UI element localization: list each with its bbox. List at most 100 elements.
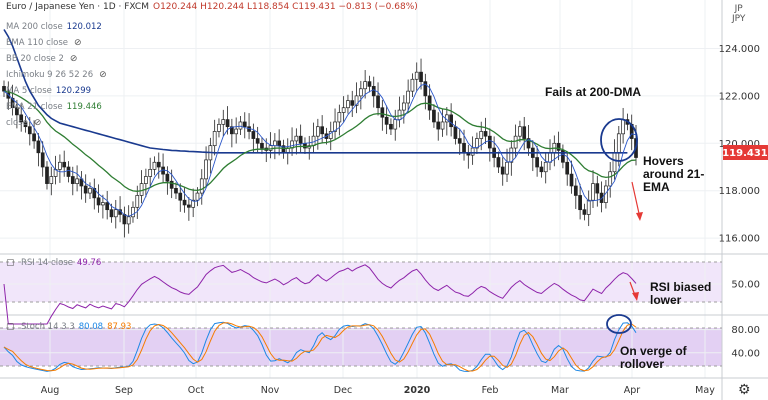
y-tick-label: 124.000 xyxy=(719,44,760,55)
legend-value: 120.012 xyxy=(66,22,102,32)
candle xyxy=(462,142,466,154)
candle xyxy=(479,131,484,139)
candle xyxy=(273,140,277,147)
candle xyxy=(311,135,316,147)
candle xyxy=(212,131,217,147)
ema21-line xyxy=(3,90,637,192)
stoch-annotation: On verge of rollover xyxy=(620,344,687,371)
y-tick-label: 40.00 xyxy=(731,348,760,359)
legend-row: close ⊘ xyxy=(6,115,110,131)
candle xyxy=(487,135,492,149)
candle xyxy=(621,119,625,135)
x-tick-label: Nov xyxy=(261,385,280,396)
price-tag xyxy=(723,145,768,160)
candle xyxy=(268,145,273,151)
candle xyxy=(604,185,608,203)
candle xyxy=(294,135,299,142)
candle xyxy=(88,188,92,194)
down-arrow xyxy=(631,181,641,219)
candle xyxy=(337,112,342,123)
highlight-ellipse xyxy=(600,118,638,162)
candle xyxy=(341,107,346,113)
x-tick-label: Dec xyxy=(334,385,352,396)
hidden-eye-icon[interactable]: ⊘ xyxy=(33,117,42,128)
y-tick-label: 116.000 xyxy=(719,234,760,245)
down-arrow-head xyxy=(636,212,643,221)
gear-icon[interactable]: ⚙ xyxy=(738,381,751,397)
candle xyxy=(105,202,110,211)
candle xyxy=(354,95,359,106)
x-tick-label: May xyxy=(695,385,715,396)
candle xyxy=(453,126,458,139)
legend-label: MA 200 close xyxy=(6,22,63,32)
candle xyxy=(389,123,393,130)
candle xyxy=(569,173,574,187)
chart-title: Euro / Japanese Yen · 1D · FXCM O120.244 … xyxy=(6,2,418,12)
candle xyxy=(199,178,204,194)
hidden-eye-icon[interactable]: ⊘ xyxy=(99,69,107,80)
rsi-legend-value: 49.76 xyxy=(76,258,102,268)
candle xyxy=(139,183,144,196)
candle xyxy=(616,133,621,154)
stoch-k-value: 80.08 xyxy=(78,322,104,332)
x-tick-label: Mar xyxy=(551,385,569,396)
x-tick-label: 2020 xyxy=(404,385,431,396)
candle xyxy=(113,209,118,218)
candle xyxy=(414,71,419,80)
legend-row: MA 200 close 120.012 xyxy=(6,19,110,35)
candle xyxy=(522,126,527,139)
x-tick-label: Apr xyxy=(624,385,641,396)
rsi-menu-icon[interactable]: ▢ xyxy=(6,257,15,268)
candle xyxy=(470,147,475,156)
legend-row: Ichimoku 9 26 52 26 ⊘ xyxy=(6,67,110,83)
candle xyxy=(45,166,49,184)
stoch-legend-label: Stoch 14 3 3 xyxy=(21,322,75,332)
candle xyxy=(440,121,445,130)
candle xyxy=(561,150,565,163)
candle xyxy=(242,121,247,128)
candle xyxy=(419,71,423,82)
x-tick-label: Feb xyxy=(482,385,499,396)
candle xyxy=(23,121,28,128)
legend-row: EMA 110 close ⊘ xyxy=(6,35,110,51)
candle xyxy=(380,107,385,118)
candle xyxy=(543,161,548,173)
candle xyxy=(178,192,183,201)
candle xyxy=(449,114,453,128)
candle xyxy=(333,121,337,132)
indicator-legend: MA 200 close 120.012 EMA 110 close ⊘ BB 20 c… xyxy=(6,19,110,131)
candle xyxy=(328,131,333,139)
ma5-line xyxy=(3,83,637,217)
candle xyxy=(191,199,196,208)
legend-value: 119.446 xyxy=(66,102,102,112)
ma200-line xyxy=(3,29,628,154)
y-tick-label: 122.000 xyxy=(719,91,760,102)
rsi-band xyxy=(0,262,722,302)
candle xyxy=(363,81,367,90)
candle xyxy=(526,138,531,149)
stoch-menu-icon[interactable]: ▢ xyxy=(6,321,15,332)
candle xyxy=(251,131,256,139)
hidden-eye-icon[interactable]: ⊘ xyxy=(74,37,82,48)
legend-row: EMA 21 close 119.446 xyxy=(6,99,110,115)
candle xyxy=(96,197,101,206)
candle xyxy=(401,102,406,111)
hidden-eye-icon[interactable]: ⊘ xyxy=(69,53,78,64)
x-tick-label: Oct xyxy=(188,385,205,396)
candle xyxy=(27,126,32,135)
candle xyxy=(505,161,509,175)
candle xyxy=(15,107,19,116)
stoch-d-line xyxy=(3,322,637,372)
currency-badge: JP JPY xyxy=(732,4,745,24)
candle xyxy=(427,95,432,111)
candle xyxy=(303,142,307,149)
candle xyxy=(66,166,71,177)
y-tick-label: 50.00 xyxy=(731,280,760,291)
currency-line1: JP xyxy=(734,4,743,14)
candle xyxy=(316,126,320,137)
candle xyxy=(58,161,62,170)
candle xyxy=(49,176,54,184)
y-tick-label: 118.000 xyxy=(719,186,760,197)
candle xyxy=(397,109,402,120)
